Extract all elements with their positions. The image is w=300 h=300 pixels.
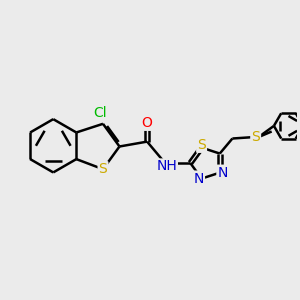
Text: NH: NH (156, 160, 177, 173)
Text: O: O (142, 116, 152, 130)
Text: S: S (197, 138, 206, 152)
Text: N: N (218, 166, 228, 180)
Text: N: N (194, 172, 204, 186)
Text: S: S (99, 162, 107, 176)
Text: S: S (251, 130, 260, 144)
Text: Cl: Cl (93, 106, 107, 120)
